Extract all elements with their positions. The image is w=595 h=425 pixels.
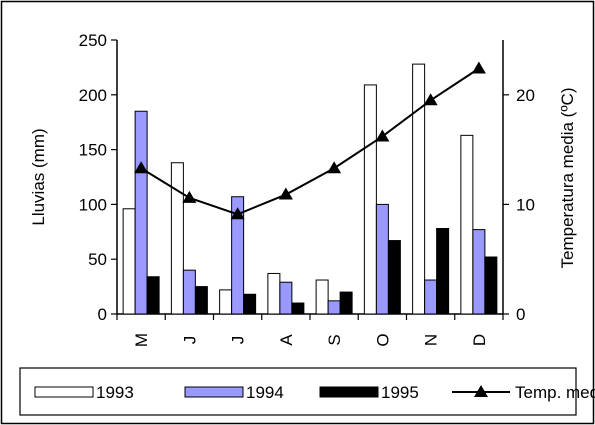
legend: 1993 1994 1995 Temp. med.	[19, 367, 595, 416]
legend-label-1995: 1995	[381, 383, 419, 402]
temperature-point	[134, 161, 149, 174]
bar-1995	[339, 291, 353, 315]
y-tick-label: 200	[79, 86, 107, 105]
x-tick-label: D	[470, 334, 489, 346]
y-tick-label: 100	[79, 195, 107, 214]
x-tick-label: J	[229, 336, 248, 345]
temperature-point	[182, 190, 197, 203]
bar-1994	[327, 300, 341, 315]
temperature-point	[375, 129, 390, 142]
y-tick-label: 0	[98, 305, 107, 324]
legend-marker-temp-med	[474, 385, 488, 397]
bar-1994	[375, 203, 389, 315]
bar-1993	[170, 162, 184, 315]
temperature-point	[230, 207, 245, 220]
temperature-point	[423, 93, 438, 106]
temperature-line	[140, 67, 480, 216]
y-axis-label: Lluvias (mm)	[29, 128, 48, 225]
temperature-point	[278, 187, 293, 200]
y-tick-label: 250	[79, 31, 107, 50]
legend-label-temp-med: Temp. med.	[515, 383, 595, 402]
bar-1993	[412, 63, 426, 315]
x-tick-label: O	[373, 333, 392, 346]
bar-1994	[472, 229, 486, 315]
y2-tick-label: 0	[516, 305, 525, 324]
x-tick-label: A	[277, 334, 296, 346]
bar-1994	[182, 269, 196, 315]
x-tick-label: J	[180, 336, 199, 345]
bar-1993	[219, 289, 233, 315]
bar-1993	[122, 208, 136, 315]
bar-1993	[363, 84, 377, 315]
bar-1993	[460, 134, 474, 315]
y2-axis-label: Temperatura media (ºC)	[558, 88, 577, 269]
y-tick-label: 50	[88, 250, 107, 269]
bar-1994	[134, 110, 148, 315]
bar-1995	[243, 293, 257, 315]
legend-swatch-1994	[184, 386, 244, 398]
legend-swatch-1993	[34, 386, 94, 398]
y2-tick-label: 20	[516, 86, 535, 105]
y-tick-label: 150	[79, 141, 107, 160]
plot-area: 0 50 100 150 200 250 0 10 20 M J J A S O N D	[79, 31, 535, 347]
temperature-point	[327, 161, 342, 174]
bar-1995	[194, 286, 208, 315]
x-tick-label: S	[325, 334, 344, 345]
bar-1995	[436, 228, 450, 315]
bar-1994	[424, 279, 438, 315]
bar-1994	[279, 281, 293, 315]
legend-label-1994: 1994	[246, 383, 284, 402]
bar-1995	[484, 256, 498, 315]
bar-1995	[146, 276, 160, 315]
bar-1993	[267, 272, 281, 315]
bar-1995	[387, 240, 401, 315]
x-tick-label: M	[132, 333, 151, 347]
bar-1994	[231, 196, 245, 315]
legend-label-1993: 1993	[96, 383, 134, 402]
bar-1993	[315, 279, 329, 315]
x-tick-label: N	[422, 334, 441, 346]
bar-1995	[291, 302, 305, 315]
y2-tick-label: 10	[516, 195, 535, 214]
legend-swatch-1995	[319, 386, 379, 398]
temperature-point	[471, 61, 486, 74]
